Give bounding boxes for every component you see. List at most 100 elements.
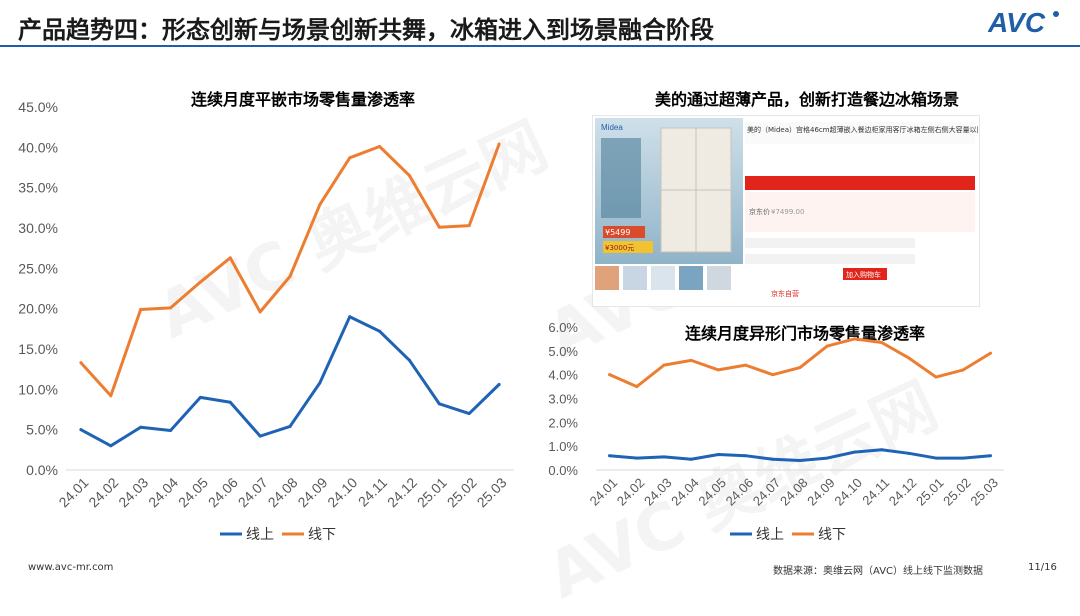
data-point <box>635 385 639 389</box>
x-tick-label: 24.12 <box>886 475 920 509</box>
y-tick-label: 5.0% <box>548 344 578 359</box>
legend-label: 线下 <box>308 527 336 543</box>
x-tick-label: 24.01 <box>55 474 91 510</box>
data-point <box>258 310 262 314</box>
y-tick-label: 4.0% <box>548 368 578 383</box>
data-point <box>79 428 83 432</box>
chart-title-left: 连续月度平嵌市场零售量渗透率 <box>191 90 416 109</box>
data-point <box>608 454 612 458</box>
data-point <box>771 373 775 377</box>
x-tick-label: 24.11 <box>355 474 391 510</box>
data-point <box>825 344 829 348</box>
x-tick-label: 24.02 <box>614 475 648 509</box>
y-tick-label: 30.0% <box>18 220 58 236</box>
footer-page: 11/16 <box>1028 562 1057 573</box>
data-point <box>662 363 666 367</box>
avc-logo-text: AVC <box>988 8 1046 36</box>
data-point <box>635 456 639 460</box>
x-tick-label: 25.01 <box>414 474 450 510</box>
product-screenshot: Midea ¥5499 ¥3000元 美的（Midea）宫格46cm超薄嵌入餐边… <box>592 115 1080 307</box>
product-cart-button: 加入购物车 <box>846 270 881 279</box>
data-point <box>258 434 262 438</box>
data-point <box>689 358 693 362</box>
footer-website: www.avc-mr.com <box>28 562 114 573</box>
data-point <box>497 382 501 386</box>
data-point <box>348 315 352 319</box>
x-tick-label: 24.07 <box>235 474 271 510</box>
y-tick-label: 3.0% <box>548 392 578 407</box>
legend-label: 线上 <box>246 527 274 543</box>
data-point <box>988 454 992 458</box>
data-point <box>467 412 471 416</box>
x-tick-label: 24.03 <box>641 475 675 509</box>
product-price-label: 京东价 <box>749 207 770 216</box>
y-tick-label: 2.0% <box>548 415 578 430</box>
data-point <box>880 340 884 344</box>
x-tick-label: 24.10 <box>324 474 360 510</box>
product-price: ¥7499.00 <box>771 208 804 216</box>
y-tick-label: 0.0% <box>26 462 58 478</box>
data-point <box>437 402 441 406</box>
data-point <box>407 358 411 362</box>
x-tick-label: 24.08 <box>265 474 301 510</box>
data-point <box>907 451 911 455</box>
product-image: Midea ¥5499 ¥3000元 美的（Midea）宫格46cm超薄嵌入餐边… <box>595 118 1080 298</box>
y-tick-label: 35.0% <box>18 180 58 196</box>
series-line <box>79 142 501 398</box>
data-point <box>318 381 322 385</box>
data-point <box>318 203 322 207</box>
data-point <box>169 428 173 432</box>
y-tick-label: 15.0% <box>18 341 58 357</box>
data-point <box>744 363 748 367</box>
y-tick-label: 45.0% <box>18 99 58 115</box>
data-point <box>880 448 884 452</box>
data-point <box>497 142 501 146</box>
series-line <box>608 448 992 462</box>
y-tick-label: 40.0% <box>18 139 58 155</box>
page-title: 产品趋势四：形态创新与场景创新共舞，冰箱进入到场景融合阶段 <box>18 16 714 44</box>
x-tick-label: 24.10 <box>831 475 865 509</box>
data-point <box>467 224 471 228</box>
data-point <box>852 337 856 341</box>
chart-title-right: 连续月度异形门市场零售量渗透率 <box>685 324 926 343</box>
data-point <box>79 361 83 365</box>
x-tick-label: 24.03 <box>115 474 151 510</box>
data-point <box>988 351 992 355</box>
x-tick-label: 24.01 <box>587 475 621 509</box>
data-point <box>228 256 232 260</box>
data-point <box>288 274 292 278</box>
data-point <box>798 458 802 462</box>
x-tick-label: 24.11 <box>859 475 892 508</box>
product-name: 美的（Midea）宫格46cm超薄嵌入餐边柜家用客厅冰箱左侧右侧大容量以旧换新十… <box>747 125 979 134</box>
data-point <box>139 307 143 311</box>
y-tick-label: 0.0% <box>548 463 578 478</box>
product-seller: 京东自营 <box>771 289 799 298</box>
data-point <box>825 456 829 460</box>
data-point <box>961 368 965 372</box>
data-point <box>689 457 693 461</box>
data-point <box>907 356 911 360</box>
data-point <box>109 444 113 448</box>
data-point <box>378 329 382 333</box>
header-rule <box>0 45 1080 47</box>
x-tick-label: 24.04 <box>668 475 702 509</box>
data-point <box>961 456 965 460</box>
product-promo-note: ¥3000元 <box>605 244 634 252</box>
x-tick-label: 25.02 <box>444 474 480 510</box>
data-point <box>198 280 202 284</box>
data-point <box>437 225 441 229</box>
x-tick-label: 24.08 <box>777 475 811 509</box>
data-point <box>228 400 232 404</box>
data-point <box>198 395 202 399</box>
footer-source: 数据来源：奥维云网（AVC）线上线下监测数据 <box>773 566 984 577</box>
data-point <box>378 145 382 149</box>
chart-special-door: 0.0%1.0%2.0%3.0%4.0%5.0%6.0%24.0124.0224… <box>548 320 1004 543</box>
data-point <box>798 366 802 370</box>
data-point <box>139 425 143 429</box>
avc-logo-dot <box>1053 11 1059 17</box>
x-tick-label: 24.05 <box>175 474 211 510</box>
x-tick-label: 25.03 <box>474 474 510 510</box>
data-point <box>716 453 720 457</box>
data-point <box>169 306 173 310</box>
data-point <box>716 368 720 372</box>
